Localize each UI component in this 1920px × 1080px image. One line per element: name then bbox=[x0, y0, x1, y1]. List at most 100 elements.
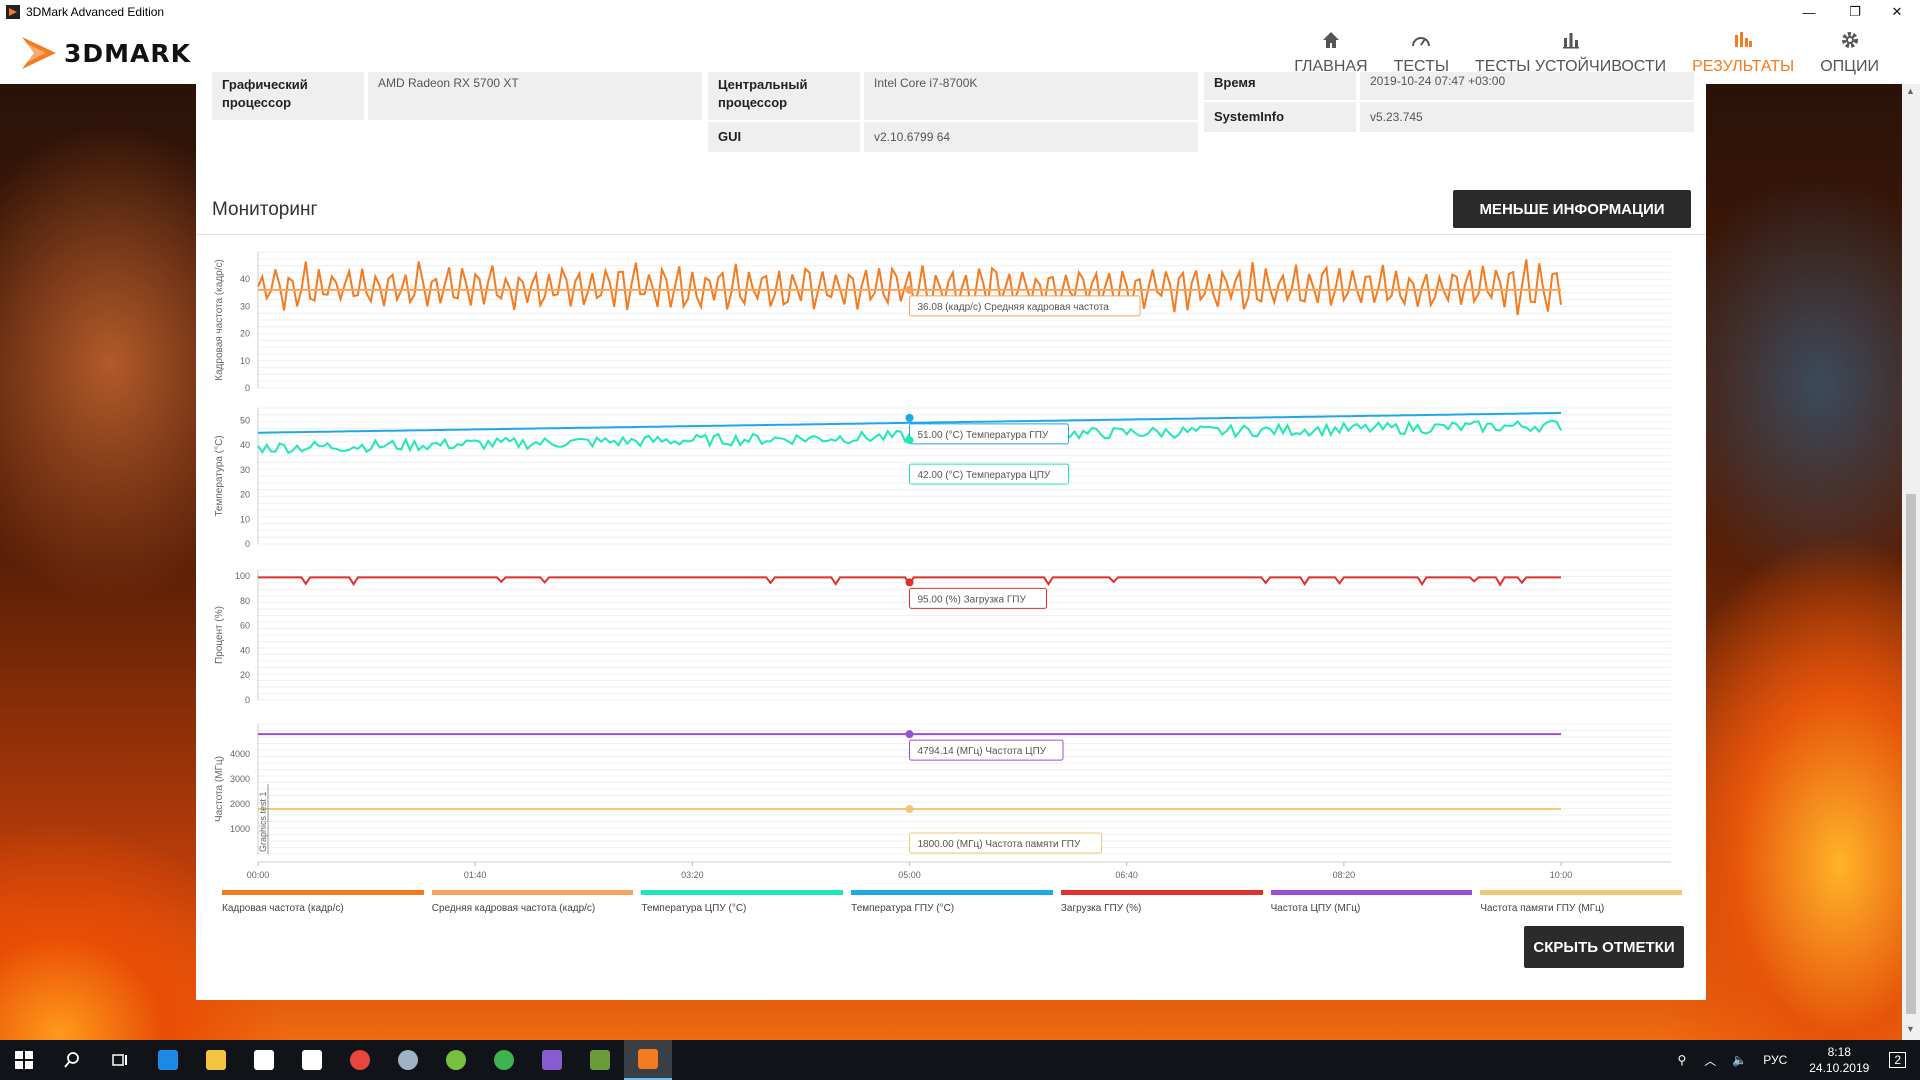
logo-chevron-icon bbox=[22, 37, 56, 69]
legend-swatch bbox=[1270, 890, 1473, 895]
legend-label: Средняя кадровая частота (кадр/с) bbox=[431, 903, 596, 914]
x-tick-label: 06:40 bbox=[1115, 870, 1138, 880]
section-divider bbox=[196, 234, 1706, 235]
nav-label: ТЕСТЫ УСТОЙЧИВОСТИ bbox=[1475, 58, 1667, 75]
logo-text: 3DMARK bbox=[64, 38, 191, 68]
chart-legend: Кадровая частота (кадр/с) Средняя кадрова… bbox=[222, 890, 1683, 920]
start-button[interactable] bbox=[0, 1040, 48, 1080]
clock-date: 24.10.2019 bbox=[1809, 1061, 1870, 1075]
clock[interactable]: 8:18 24.10.2019 bbox=[1809, 1044, 1869, 1076]
x-tick-label: 10:00 bbox=[1550, 870, 1573, 880]
nav-home[interactable]: ГЛАВНАЯ bbox=[1281, 24, 1380, 84]
cpu-app-icon-glyph bbox=[542, 1050, 562, 1070]
legend-label: Температура ЦПУ (°C) bbox=[641, 903, 747, 914]
nav-gear[interactable]: ОПЦИИ bbox=[1807, 24, 1892, 84]
y-tick-label: 3000 bbox=[230, 774, 250, 784]
mail-icon[interactable] bbox=[288, 1040, 336, 1080]
sysinfo-value: v5.23.745 bbox=[1360, 102, 1694, 132]
nav-label: ТЕСТЫ bbox=[1393, 58, 1450, 75]
steam-icon[interactable] bbox=[384, 1040, 432, 1080]
search-icon[interactable] bbox=[48, 1040, 96, 1080]
sysinfo-value: AMD Radeon RX 5700 XT bbox=[368, 72, 702, 120]
sysinfo-col1: Графический процессор AMD Radeon RX 5700… bbox=[212, 72, 702, 144]
tooltip-text: 51.00 (°C) Температура ГПУ bbox=[918, 430, 1049, 441]
y-tick-label: 60 bbox=[240, 621, 250, 631]
nav-bars[interactable]: ТЕСТЫ УСТОЙЧИВОСТИ bbox=[1462, 24, 1679, 84]
sysinfo-key: Графический процессор bbox=[212, 72, 364, 120]
legend-item[interactable]: Кадровая частота (кадр/с) bbox=[222, 890, 424, 920]
store-icon[interactable] bbox=[240, 1040, 288, 1080]
monitoring-chart[interactable]: 0 10 20 30 40 Кадровая частота (кадр/с) 36.08 … bbox=[196, 84, 1706, 884]
tooltip-box bbox=[909, 832, 1102, 854]
window-titlebar: 3DMark Advanced Edition — ❐ ✕ bbox=[0, 0, 1920, 24]
explorer-icon[interactable] bbox=[192, 1040, 240, 1080]
hide-marks-button[interactable]: СКРЫТЬ ОТМЕТКИ bbox=[1524, 926, 1684, 968]
y-tick-label: 0 bbox=[245, 539, 250, 549]
y-tick-label: 2000 bbox=[230, 799, 250, 809]
y-tick-label: 100 bbox=[235, 571, 250, 581]
sysinfo-col2: Центральный процессор Intel Core i7-8700… bbox=[708, 72, 1198, 152]
tooltip-box bbox=[909, 463, 1069, 485]
legend-swatch bbox=[1480, 890, 1683, 895]
cursor-point bbox=[905, 285, 914, 294]
3dmark-icon-glyph bbox=[638, 1049, 658, 1069]
y-tick-label: 50 bbox=[240, 415, 250, 425]
mail-icon-glyph bbox=[302, 1050, 322, 1070]
3dmark-logo[interactable]: 3DMARK bbox=[20, 30, 191, 76]
y-tick-label: 30 bbox=[240, 301, 250, 311]
y-axis-label: Частота (МГц) bbox=[214, 756, 225, 822]
tray-chevron-icon[interactable]: ︿ bbox=[1704, 1053, 1717, 1068]
cursor-point bbox=[905, 436, 914, 445]
y-tick-label: 40 bbox=[240, 440, 250, 450]
utorrent-icon[interactable] bbox=[432, 1040, 480, 1080]
monitoring-title: Мониторинг bbox=[212, 199, 318, 220]
y-tick-label: 0 bbox=[245, 695, 250, 705]
people-icon[interactable]: ⚲ bbox=[1677, 1053, 1687, 1067]
sysinfo-key: Время bbox=[1204, 72, 1356, 100]
y-tick-label: 40 bbox=[240, 645, 250, 655]
legend-swatch bbox=[431, 890, 634, 895]
chrome-icon[interactable] bbox=[336, 1040, 384, 1080]
tooltip-text: 42.00 (°C) Температура ЦПУ bbox=[918, 470, 1051, 481]
task-view-icon[interactable] bbox=[96, 1040, 144, 1080]
y-axis-label: Температура (°C) bbox=[214, 435, 225, 516]
close-button[interactable]: ✕ bbox=[1891, 4, 1903, 19]
minecraft-icon[interactable] bbox=[576, 1040, 624, 1080]
legend-item[interactable]: Загрузка ГПУ (%) bbox=[1060, 890, 1263, 920]
less-info-button[interactable]: МЕНЬШЕ ИНФОРМАЦИИ bbox=[1453, 190, 1691, 228]
scroll-down-arrow[interactable]: ▼ bbox=[1906, 1024, 1915, 1034]
legend-item[interactable]: Частота ЦПУ (МГц) bbox=[1270, 890, 1473, 920]
legend-label: Частота ЦПУ (МГц) bbox=[1270, 903, 1361, 914]
cpu-app-icon[interactable] bbox=[528, 1040, 576, 1080]
sysinfo-key: SystemInfo bbox=[1204, 102, 1356, 132]
scrollbar-thumb[interactable] bbox=[1906, 494, 1916, 1014]
tooltip-text: 1800.00 (МГц) Частота памяти ГПУ bbox=[918, 839, 1081, 850]
y-tick-label: 4000 bbox=[230, 749, 250, 759]
xbox-icon[interactable] bbox=[480, 1040, 528, 1080]
legend-item[interactable]: Средняя кадровая частота (кадр/с) bbox=[431, 890, 634, 920]
store-icon-glyph bbox=[254, 1050, 274, 1070]
tooltip-text: 4794.14 (МГц) Частота ЦПУ bbox=[918, 746, 1047, 757]
tooltip-text: 36.08 (кадр/с) Средняя кадровая частота bbox=[918, 302, 1110, 313]
nav-label: ГЛАВНАЯ bbox=[1294, 58, 1368, 75]
window-title: 3DMark Advanced Edition bbox=[26, 5, 165, 19]
minimize-button[interactable]: — bbox=[1802, 4, 1816, 20]
volume-icon[interactable]: 🔈 bbox=[1732, 1053, 1748, 1067]
gauge-icon bbox=[1410, 30, 1432, 52]
cursor-point bbox=[905, 413, 914, 422]
restore-button[interactable]: ❐ bbox=[1849, 4, 1861, 19]
notifications-icon[interactable]: 2 bbox=[1889, 1052, 1906, 1068]
legend-item[interactable]: Частота памяти ГПУ (МГц) bbox=[1480, 890, 1683, 920]
sysinfo-col3: Время 2019-10-24 07:47 +03:00 SystemInfo… bbox=[1204, 72, 1694, 144]
cursor-point bbox=[905, 805, 914, 813]
language-indicator[interactable]: РУС bbox=[1763, 1053, 1788, 1067]
y-tick-label: 20 bbox=[240, 329, 250, 339]
nav-gauge[interactable]: ТЕСТЫ bbox=[1381, 24, 1462, 84]
nav-results[interactable]: РЕЗУЛЬТАТЫ bbox=[1679, 24, 1807, 84]
legend-item[interactable]: Температура ГПУ (°C) bbox=[851, 890, 1053, 920]
legend-item[interactable]: Температура ЦПУ (°C) bbox=[641, 890, 844, 920]
edge-icon[interactable] bbox=[144, 1040, 192, 1080]
page-scrollbar[interactable]: ▲ ▼ bbox=[1902, 84, 1920, 1040]
3dmark-icon[interactable] bbox=[624, 1040, 672, 1080]
scroll-up-arrow[interactable]: ▲ bbox=[1906, 86, 1915, 96]
